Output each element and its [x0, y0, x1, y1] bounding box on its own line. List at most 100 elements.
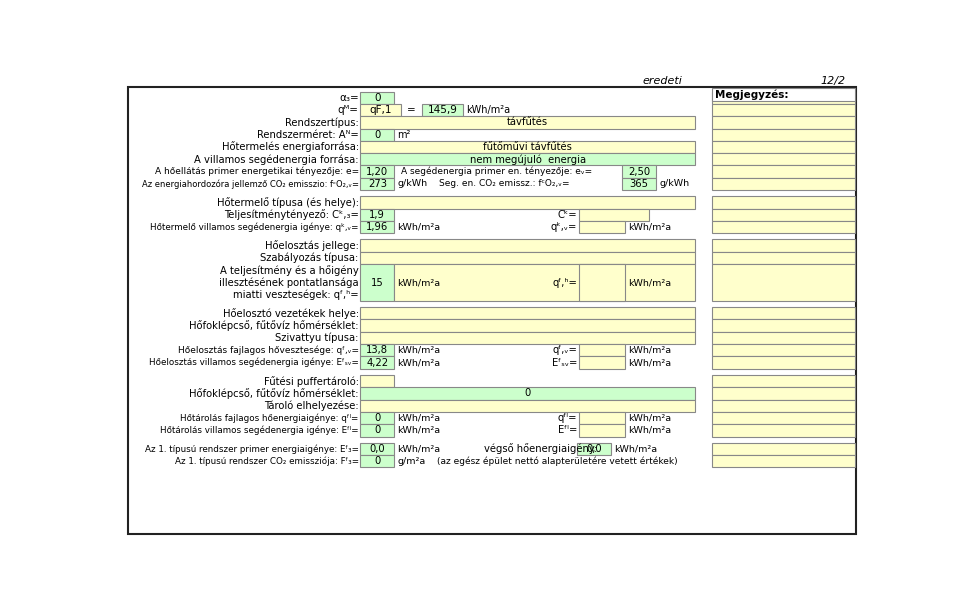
Text: kWh/m²a: kWh/m²a [629, 414, 672, 423]
Bar [579, 412, 625, 424]
Bar [579, 264, 625, 301]
Text: A teljesítmény és a hőigény: A teljesítmény és a hőigény [220, 265, 359, 276]
Text: végső hőenergiaigény:: végső hőenergiaigény: [484, 443, 597, 454]
Text: 0,0: 0,0 [370, 444, 385, 454]
Text: =: = [407, 105, 416, 115]
Text: Hőtárolás fajlagos hőenergiaigénye: qᶠᴵ=: Hőtárolás fajlagos hőenergiaigénye: qᶠᴵ= [180, 414, 359, 423]
Text: kWh/m²a: kWh/m²a [629, 222, 672, 231]
Text: Hőtárolás villamos segédenergia igénye: Eᶠᴵ=: Hőtárolás villamos segédenergia igénye: … [160, 426, 359, 435]
Bar [360, 153, 695, 166]
Bar [712, 116, 854, 128]
Text: 0: 0 [374, 413, 380, 423]
Text: m²: m² [397, 130, 411, 139]
Text: 365: 365 [630, 179, 649, 189]
Bar [712, 221, 854, 233]
Text: Eᶠᴵ=: Eᶠᴵ= [558, 425, 577, 435]
Bar [130, 443, 695, 467]
Text: Hőtermelés energiaforrása:: Hőtermelés energiaforrása: [222, 141, 359, 152]
Text: Szivattyu típusa:: Szivattyu típusa: [276, 333, 359, 343]
Bar [360, 239, 695, 252]
Bar [712, 424, 854, 437]
Text: Megjegyzés:: Megjegyzés: [715, 90, 789, 100]
Text: Hőfoklépcső, fűtővíz hőmérséklet:: Hőfoklépcső, fűtővíz hőmérséklet: [189, 320, 359, 331]
Text: kWh/m²a: kWh/m²a [629, 426, 672, 435]
Bar [712, 320, 854, 332]
Text: 273: 273 [368, 179, 387, 189]
Bar [360, 128, 395, 141]
Text: qᵏ,ᵥ=: qᵏ,ᵥ= [551, 222, 577, 232]
Bar [130, 196, 695, 233]
Text: kWh/m²a: kWh/m²a [629, 278, 672, 287]
Bar [360, 412, 395, 424]
Text: Tároló elhelyezése:: Tároló elhelyezése: [264, 401, 359, 411]
Bar [579, 221, 625, 233]
Bar [712, 443, 854, 455]
Text: 4,22: 4,22 [366, 357, 389, 368]
Text: A villamos segédenergia forrása:: A villamos segédenergia forrása: [194, 154, 359, 164]
Bar [712, 264, 854, 301]
Bar [360, 400, 695, 412]
Text: miatti veszteségek: qᶠ,ʰ=: miatti veszteségek: qᶠ,ʰ= [233, 290, 359, 300]
Text: illesztésének pontatlansága: illesztésének pontatlansága [219, 277, 359, 288]
Text: 0: 0 [524, 389, 531, 398]
Bar [360, 209, 395, 221]
Bar [712, 178, 854, 190]
Text: kWh/m²a: kWh/m²a [397, 346, 441, 355]
Text: qᶠᴵ=: qᶠᴵ= [558, 413, 577, 423]
Bar [712, 88, 854, 101]
Bar [579, 344, 625, 356]
Text: 13,8: 13,8 [367, 345, 388, 355]
Bar [712, 412, 854, 424]
Text: Az energiahordozóra jellemző CO₂ emisszio: fᶜO₂,ᵥ=: Az energiahordozóra jellemző CO₂ emisszi… [142, 179, 359, 189]
Bar [712, 91, 854, 104]
Bar [622, 178, 657, 190]
Text: Hőelosztás jellege:: Hőelosztás jellege: [265, 240, 359, 251]
Text: eredeti: eredeti [642, 76, 683, 86]
Text: kWh/m²a: kWh/m²a [397, 278, 441, 287]
Bar [579, 209, 649, 221]
Bar [360, 375, 395, 387]
Text: qF,1: qF,1 [370, 105, 392, 115]
Bar [712, 400, 854, 412]
Text: 1,20: 1,20 [366, 167, 389, 177]
Text: nem megújuló  energia: nem megújuló energia [469, 154, 586, 164]
Bar [712, 196, 854, 209]
Text: Seg. en. CO₂ emissz.: fᶜO₂,ᵥ=: Seg. en. CO₂ emissz.: fᶜO₂,ᵥ= [440, 180, 570, 188]
Bar [360, 356, 395, 369]
Text: 145,9: 145,9 [427, 105, 457, 115]
Bar [577, 443, 612, 455]
Text: 1,96: 1,96 [366, 222, 389, 232]
Bar [395, 264, 695, 301]
Text: Cᵏ=: Cᵏ= [558, 209, 577, 220]
Text: kWh/m²a: kWh/m²a [397, 426, 441, 435]
Bar [360, 264, 395, 301]
Text: 1,9: 1,9 [370, 209, 385, 220]
Bar [712, 356, 854, 369]
Text: α₃=: α₃= [339, 93, 359, 103]
Text: Hőelosztó vezetékek helye:: Hőelosztó vezetékek helye: [223, 308, 359, 319]
Text: 2,50: 2,50 [628, 167, 650, 177]
Text: kWh/m²a: kWh/m²a [397, 222, 441, 231]
Text: Az 1. típusú rendszer CO₂ emissziója: Fᶠ₃=: Az 1. típusú rendszer CO₂ emissziója: F… [175, 456, 359, 466]
Text: Eᶠₛᵥ=: Eᶠₛᵥ= [552, 357, 577, 368]
Text: qᶠ,ʰ=: qᶠ,ʰ= [552, 278, 577, 287]
Text: qᴹ=: qᴹ= [338, 105, 359, 115]
Bar [360, 178, 395, 190]
Bar [360, 166, 395, 178]
Text: Szabályozás típusa:: Szabályozás típusa: [260, 253, 359, 263]
Text: kWh/m²a: kWh/m²a [397, 414, 441, 423]
Text: kWh/m²a: kWh/m²a [629, 346, 672, 355]
Bar [360, 116, 695, 128]
Bar [622, 166, 657, 178]
Text: 12/2: 12/2 [821, 76, 846, 86]
Text: g/m²a: g/m²a [397, 457, 425, 466]
Text: A segédenergia primer en. tényezője: eᵥ=: A segédenergia primer en. tényezője: eᵥ= [400, 167, 591, 177]
Bar [360, 104, 400, 116]
Text: kWh/m²a: kWh/m²a [614, 445, 658, 453]
Bar [360, 332, 695, 344]
Text: qᶠ,ᵥ=: qᶠ,ᵥ= [552, 345, 577, 355]
Bar [712, 375, 854, 387]
Bar [712, 166, 854, 178]
Text: Hőelosztás villamos segédenergia igénye: Eᶠₛᵥ=: Hőelosztás villamos segédenergia igénye:… [149, 358, 359, 367]
Bar [712, 344, 854, 356]
